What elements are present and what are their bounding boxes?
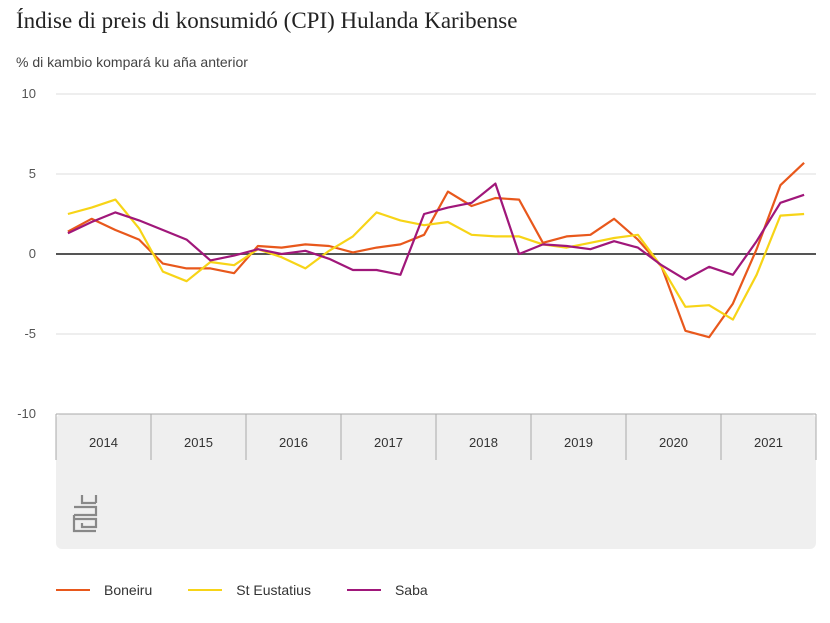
- x-tick-label: 2019: [564, 435, 593, 450]
- x-tick-label: 2021: [754, 435, 783, 450]
- legend-label: Boneiru: [104, 582, 153, 598]
- y-tick-label: -10: [17, 406, 36, 421]
- legend-swatch: [56, 589, 90, 591]
- x-tick-label: 2016: [279, 435, 308, 450]
- legend-swatch: [346, 589, 381, 591]
- legend: Boneiru St Eustatius Saba: [56, 582, 464, 598]
- chart-title: Índise di preis di konsumidó (CPI) Hulan…: [16, 8, 518, 33]
- legend-item-saba[interactable]: Saba: [346, 582, 428, 598]
- x-tick-label: 2015: [184, 435, 213, 450]
- legend-swatch: [188, 589, 223, 591]
- legend-label: St Eustatius: [236, 582, 311, 598]
- y-tick-label: -5: [24, 326, 36, 341]
- x-tick-label: 2018: [469, 435, 498, 450]
- legend-label: Saba: [394, 582, 428, 598]
- chart-subtitle: % di kambio kompará ku aña anterior: [16, 54, 248, 70]
- series-line-boneiru: [67, 162, 805, 339]
- series-line-saba: [67, 182, 805, 281]
- series-line-st-eustatius: [67, 198, 805, 321]
- x-tick-label: 2014: [89, 435, 118, 450]
- legend-item-st-eustatius[interactable]: St Eustatius: [188, 582, 311, 598]
- y-tick-label: 10: [22, 86, 36, 101]
- y-tick-label: 0: [29, 246, 36, 261]
- y-tick-label: 5: [29, 166, 36, 181]
- cbs-logo-icon: [72, 493, 100, 533]
- legend-item-boneiru[interactable]: Boneiru: [56, 582, 152, 598]
- x-tick-label: 2020: [659, 435, 688, 450]
- x-tick-label: 2017: [374, 435, 403, 450]
